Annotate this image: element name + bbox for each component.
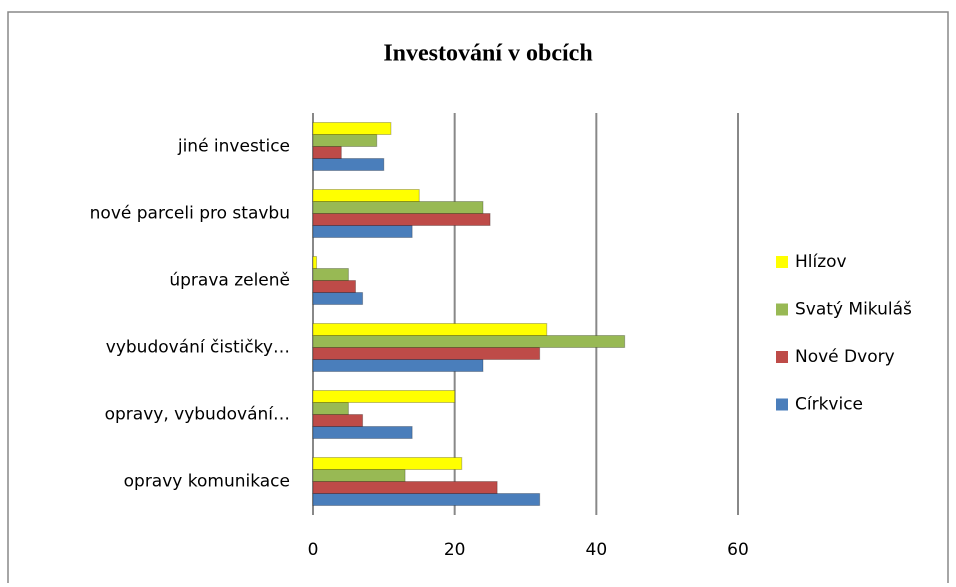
- legend-label: Svatý Mikuláš: [795, 300, 912, 320]
- legend-label: Církvice: [795, 395, 863, 415]
- x-tick-label: 40: [586, 540, 608, 560]
- bar: [312, 347, 541, 360]
- bar: [312, 414, 364, 427]
- y-tick-label: úprava zeleně: [169, 271, 290, 291]
- bar: [312, 292, 364, 305]
- y-tick-label: vybudování čističky…: [106, 338, 290, 358]
- bar: [312, 426, 413, 439]
- bar: [312, 359, 484, 372]
- legend-marker: [776, 303, 788, 316]
- bar: [312, 268, 349, 281]
- bar: [312, 213, 491, 226]
- legend-marker: [776, 256, 788, 268]
- y-tick-label: opravy, vybudování…: [105, 405, 290, 425]
- legend-marker: [776, 351, 788, 363]
- bar: [312, 189, 420, 202]
- x-tick-label: 60: [727, 540, 749, 560]
- bar: [312, 134, 378, 147]
- bar: [312, 122, 392, 135]
- bar: [312, 225, 413, 238]
- legend-label: Hlízov: [795, 252, 847, 272]
- bar: [312, 158, 385, 171]
- bar: [312, 493, 541, 506]
- bar: [312, 146, 342, 159]
- y-tick-label: nové parceli pro stavbu: [90, 204, 290, 224]
- bar: [312, 335, 626, 348]
- bar: [312, 481, 498, 494]
- legend-label: Nové Dvory: [795, 347, 895, 367]
- bar: [312, 457, 463, 470]
- x-tick-label: 0: [308, 540, 319, 560]
- bar: [312, 256, 318, 269]
- y-tick-label: opravy komunikace: [124, 472, 290, 492]
- bar: [312, 402, 349, 415]
- bar: [312, 201, 484, 214]
- bar: [312, 323, 548, 336]
- chart-title: Investování v obcích: [383, 41, 592, 67]
- bar: [312, 469, 406, 482]
- x-tick-label: 20: [444, 540, 466, 560]
- y-tick-label: jiné investice: [177, 137, 290, 157]
- legend-marker: [776, 398, 788, 411]
- bar: [312, 390, 456, 403]
- bar: [312, 280, 356, 293]
